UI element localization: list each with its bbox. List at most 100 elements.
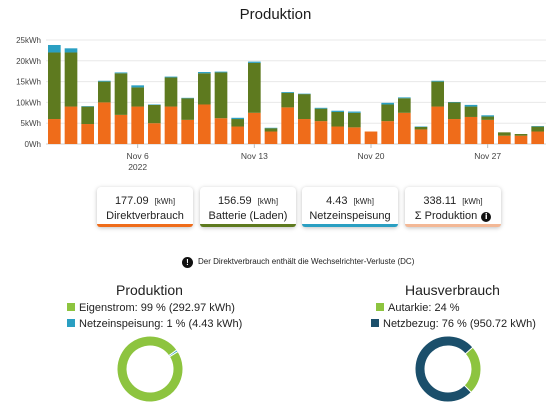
card-total-production[interactable]: 338.11 [kWh] Σ Produktion i bbox=[405, 187, 501, 227]
bar-segment-direct[interactable] bbox=[164, 106, 178, 144]
bar-segment-grid_feed[interactable] bbox=[414, 126, 428, 128]
bar-segment-battery[interactable] bbox=[264, 128, 278, 132]
chart-bars bbox=[48, 44, 544, 144]
bar-segment-direct[interactable] bbox=[531, 131, 544, 144]
bar-segment-direct[interactable] bbox=[514, 135, 528, 144]
bar-segment-direct[interactable] bbox=[181, 119, 194, 144]
bar-segment-battery[interactable] bbox=[348, 112, 361, 128]
bar-segment-grid_feed[interactable] bbox=[448, 101, 461, 103]
bar-segment-direct[interactable] bbox=[431, 106, 444, 144]
bar-segment-direct[interactable] bbox=[81, 124, 94, 144]
bar-segment-battery[interactable] bbox=[214, 72, 228, 119]
bar-segment-battery[interactable] bbox=[298, 94, 311, 120]
bar-segment-battery[interactable] bbox=[248, 62, 261, 113]
bar-segment-grid_feed[interactable] bbox=[198, 72, 211, 74]
legend-item-own-power[interactable]: Eigenstrom: 99 % (292.97 kWh) bbox=[67, 302, 235, 314]
bar-segment-direct[interactable] bbox=[331, 126, 344, 144]
bar-segment-battery[interactable] bbox=[531, 126, 544, 132]
bar-segment-battery[interactable] bbox=[81, 106, 94, 125]
bar-segment-grid_feed[interactable] bbox=[98, 80, 111, 82]
bar-segment-battery[interactable] bbox=[131, 87, 144, 107]
bar-segment-grid_feed[interactable] bbox=[331, 110, 344, 112]
bar-segment-grid_feed[interactable] bbox=[48, 44, 61, 53]
bar-segment-direct[interactable] bbox=[248, 112, 261, 144]
bar-segment-battery[interactable] bbox=[148, 104, 161, 124]
bar-segment-direct[interactable] bbox=[298, 119, 311, 144]
bar-segment-battery[interactable] bbox=[431, 81, 444, 107]
bar-segment-grid_feed[interactable] bbox=[248, 61, 261, 63]
legend-item-grid-feed-in[interactable]: Netzeinspeisung: 1 % (4.43 kWh) bbox=[67, 318, 242, 330]
bar-segment-battery[interactable] bbox=[398, 98, 411, 113]
bar-segment-direct[interactable] bbox=[98, 102, 111, 144]
bar-segment-grid_feed[interactable] bbox=[131, 85, 144, 88]
bar-segment-grid_feed[interactable] bbox=[298, 93, 311, 95]
bar-segment-grid_feed[interactable] bbox=[148, 104, 161, 105]
bar-segment-battery[interactable] bbox=[498, 132, 511, 136]
bar-segment-grid_feed[interactable] bbox=[231, 117, 244, 120]
bar-segment-battery[interactable] bbox=[481, 116, 494, 120]
bar-segment-direct[interactable] bbox=[381, 121, 394, 144]
bar-segment-direct[interactable] bbox=[198, 104, 211, 144]
bar-segment-direct[interactable] bbox=[148, 123, 161, 144]
bar-segment-grid_feed[interactable] bbox=[431, 80, 444, 82]
bar-segment-battery[interactable] bbox=[448, 102, 461, 120]
bar-segment-battery[interactable] bbox=[64, 52, 78, 107]
bar-segment-direct[interactable] bbox=[114, 114, 128, 144]
bar-segment-direct[interactable] bbox=[364, 131, 378, 144]
bar-segment-direct[interactable] bbox=[281, 107, 294, 144]
bar-segment-direct[interactable] bbox=[214, 118, 228, 144]
bar-segment-grid_feed[interactable] bbox=[281, 92, 294, 93]
bar-segment-battery[interactable] bbox=[181, 98, 194, 120]
legend-item-autarky[interactable]: Autarkie: 24 % bbox=[376, 302, 460, 314]
bar-segment-direct[interactable] bbox=[131, 106, 144, 144]
bar-segment-direct[interactable] bbox=[414, 129, 428, 144]
bar-segment-grid_feed[interactable] bbox=[464, 104, 478, 107]
bar-segment-direct[interactable] bbox=[314, 121, 328, 144]
bar-segment-direct[interactable] bbox=[264, 131, 278, 144]
bar-segment-battery[interactable] bbox=[331, 111, 344, 127]
bar-segment-direct[interactable] bbox=[481, 119, 494, 144]
legend-label: Eigenstrom: 99 % (292.97 kWh) bbox=[79, 302, 235, 314]
bar-segment-battery[interactable] bbox=[414, 126, 428, 130]
bar-segment-grid_feed[interactable] bbox=[181, 97, 194, 99]
donut-slice[interactable] bbox=[414, 335, 474, 403]
bar-segment-direct[interactable] bbox=[64, 106, 78, 144]
bar-segment-grid_feed[interactable] bbox=[348, 111, 361, 113]
bar-segment-battery[interactable] bbox=[514, 134, 528, 136]
card-grid-feed-in[interactable]: 4.43 [kWh] Netzeinspeisung bbox=[302, 187, 398, 227]
bar-segment-battery[interactable] bbox=[381, 104, 394, 122]
bar-segment-grid_feed[interactable] bbox=[64, 48, 78, 53]
bar-segment-battery[interactable] bbox=[464, 106, 478, 117]
bar-segment-direct[interactable] bbox=[464, 116, 478, 144]
donut-slice[interactable] bbox=[116, 335, 184, 403]
card-direct-consumption[interactable]: 177.09 [kWh] Direktverbrauch bbox=[97, 187, 193, 227]
bar-segment-battery[interactable] bbox=[314, 108, 328, 122]
bar-segment-grid_feed[interactable] bbox=[481, 115, 494, 117]
bar-segment-direct[interactable] bbox=[231, 126, 244, 144]
legend-item-grid-draw[interactable]: Netzbezug: 76 % (950.72 kWh) bbox=[371, 318, 536, 330]
bar-segment-grid_feed[interactable] bbox=[398, 97, 411, 99]
bar-segment-direct[interactable] bbox=[48, 119, 61, 144]
bar-segment-battery[interactable] bbox=[114, 73, 128, 115]
card-battery-charge[interactable]: 156.59 [kWh] Batterie (Laden) bbox=[200, 187, 296, 227]
bar-segment-direct[interactable] bbox=[448, 119, 461, 144]
bar-segment-grid_feed[interactable] bbox=[81, 106, 94, 107]
bar-segment-battery[interactable] bbox=[98, 81, 111, 103]
bar-segment-battery[interactable] bbox=[281, 92, 294, 108]
bar-segment-grid_feed[interactable] bbox=[264, 127, 278, 129]
bar-segment-grid_feed[interactable] bbox=[164, 76, 178, 78]
bar-segment-direct[interactable] bbox=[348, 127, 361, 144]
bar-segment-battery[interactable] bbox=[164, 77, 178, 107]
bar-segment-grid_feed[interactable] bbox=[314, 107, 328, 109]
bar-segment-direct[interactable] bbox=[498, 135, 511, 144]
info-icon[interactable]: i bbox=[481, 212, 492, 222]
bar-segment-grid_feed[interactable] bbox=[531, 126, 544, 127]
bar-segment-grid_feed[interactable] bbox=[381, 102, 394, 105]
donut-slice[interactable] bbox=[463, 346, 482, 394]
bar-segment-grid_feed[interactable] bbox=[214, 71, 228, 73]
bar-segment-battery[interactable] bbox=[231, 119, 244, 127]
bar-segment-direct[interactable] bbox=[398, 112, 411, 144]
bar-segment-battery[interactable] bbox=[48, 52, 61, 120]
bar-segment-battery[interactable] bbox=[198, 73, 211, 105]
bar-segment-grid_feed[interactable] bbox=[114, 72, 128, 74]
